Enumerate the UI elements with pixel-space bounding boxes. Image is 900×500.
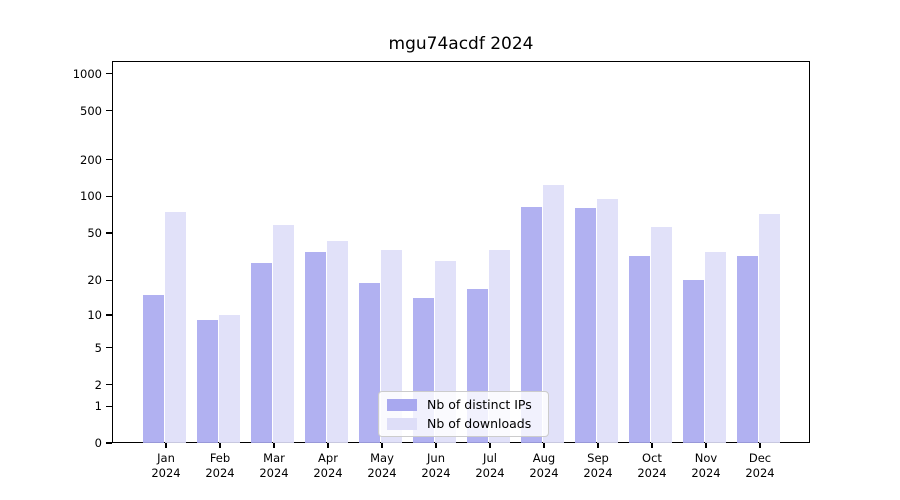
legend-label-downloads: Nb of downloads — [427, 416, 532, 431]
y-axis-tick-label: 5 — [94, 340, 102, 355]
y-axis-tick — [106, 158, 112, 161]
x-axis-tick-label: Jun 2024 — [421, 451, 451, 480]
x-axis-tick — [489, 443, 491, 448]
legend-row-distinct-ips: Nb of distinct IPs — [387, 397, 548, 412]
x-axis-tick — [273, 443, 275, 448]
x-axis-tick — [435, 443, 437, 448]
bar-downloads-feb — [219, 315, 240, 443]
x-axis-tick-label: Aug 2024 — [529, 451, 559, 480]
y-axis-tick — [106, 383, 112, 386]
x-axis-tick-label: Sep 2024 — [583, 451, 613, 480]
x-axis-tick — [219, 443, 221, 448]
y-axis-tick-label: 200 — [80, 152, 102, 167]
bar-distinct-ips-oct — [629, 256, 650, 443]
chart-title: mgu74acdf 2024 — [388, 34, 534, 54]
x-axis-tick-label: Oct 2024 — [637, 451, 667, 480]
y-axis-tick-label: 0 — [94, 436, 102, 450]
y-axis-tick-label: 500 — [80, 103, 102, 118]
legend-swatch-distinct-ips — [387, 398, 417, 411]
x-axis-tick — [165, 443, 167, 448]
bar-distinct-ips-apr — [305, 251, 326, 443]
y-axis-tick-label: 2 — [94, 377, 102, 392]
legend: Nb of distinct IPs Nb of downloads — [378, 391, 549, 437]
legend-swatch-downloads — [387, 417, 417, 430]
y-axis-tick — [106, 195, 112, 198]
x-axis-tick-label: Feb 2024 — [205, 451, 235, 480]
y-axis-tick — [106, 279, 112, 282]
legend-row-downloads: Nb of downloads — [387, 416, 548, 431]
x-axis-tick — [759, 443, 761, 448]
y-axis-tick — [106, 442, 112, 444]
x-axis-tick — [651, 443, 653, 448]
bar-downloads-sep — [597, 199, 618, 443]
y-axis-tick-label: 1000 — [72, 66, 102, 81]
x-axis-tick — [381, 443, 383, 448]
y-axis-tick-label: 10 — [87, 308, 102, 323]
x-axis-tick-label: Apr 2024 — [313, 451, 343, 480]
bar-distinct-ips-dec — [737, 256, 758, 443]
y-axis-tick — [106, 405, 112, 408]
bar-distinct-ips-feb — [197, 320, 218, 443]
x-axis-tick-label: Nov 2024 — [691, 451, 721, 480]
x-axis-tick — [327, 443, 329, 448]
bar-distinct-ips-nov — [683, 280, 704, 443]
x-axis-tick — [543, 443, 545, 448]
y-axis-tick — [106, 72, 112, 75]
x-axis-tick-label: Mar 2024 — [259, 451, 289, 480]
x-axis-tick-label: Jan 2024 — [151, 451, 181, 480]
bar-distinct-ips-sep — [575, 208, 596, 443]
bar-downloads-apr — [327, 240, 348, 443]
bar-downloads-aug — [543, 185, 564, 443]
x-axis-tick — [597, 443, 599, 448]
y-axis-tick — [106, 232, 112, 234]
y-axis-tick — [106, 346, 112, 349]
y-axis-tick — [106, 314, 112, 316]
x-axis-tick-label: Dec 2024 — [745, 451, 775, 480]
bar-downloads-dec — [759, 213, 780, 443]
y-axis-tick-label: 1 — [94, 399, 102, 414]
x-axis-tick-label: Jul 2024 — [475, 451, 505, 480]
y-axis-tick-label: 50 — [87, 225, 102, 240]
x-axis-tick-label: May 2024 — [367, 451, 397, 480]
bar-downloads-oct — [651, 227, 672, 443]
y-axis-tick-label: 100 — [80, 189, 102, 204]
bar-distinct-ips-mar — [251, 263, 272, 443]
bar-distinct-ips-jan — [143, 295, 164, 443]
bar-downloads-nov — [705, 251, 726, 443]
y-axis-tick-label: 20 — [87, 273, 102, 288]
bar-distinct-ips-aug — [521, 206, 542, 443]
bar-downloads-mar — [273, 225, 294, 443]
y-axis-tick — [106, 109, 112, 112]
bar-downloads-jan — [165, 212, 186, 443]
x-axis-tick — [705, 443, 707, 448]
legend-label-distinct-ips: Nb of distinct IPs — [427, 397, 532, 412]
bar-distinct-ips-may — [359, 283, 380, 443]
